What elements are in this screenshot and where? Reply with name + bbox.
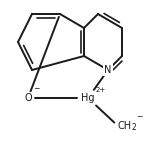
Text: 2: 2	[131, 123, 136, 133]
Text: O: O	[24, 93, 32, 103]
Text: −: −	[136, 112, 142, 121]
Text: N: N	[104, 65, 112, 75]
Text: CH: CH	[118, 121, 132, 131]
Text: 2+: 2+	[96, 87, 106, 93]
Text: −: −	[33, 84, 39, 93]
Text: Hg: Hg	[81, 93, 95, 103]
